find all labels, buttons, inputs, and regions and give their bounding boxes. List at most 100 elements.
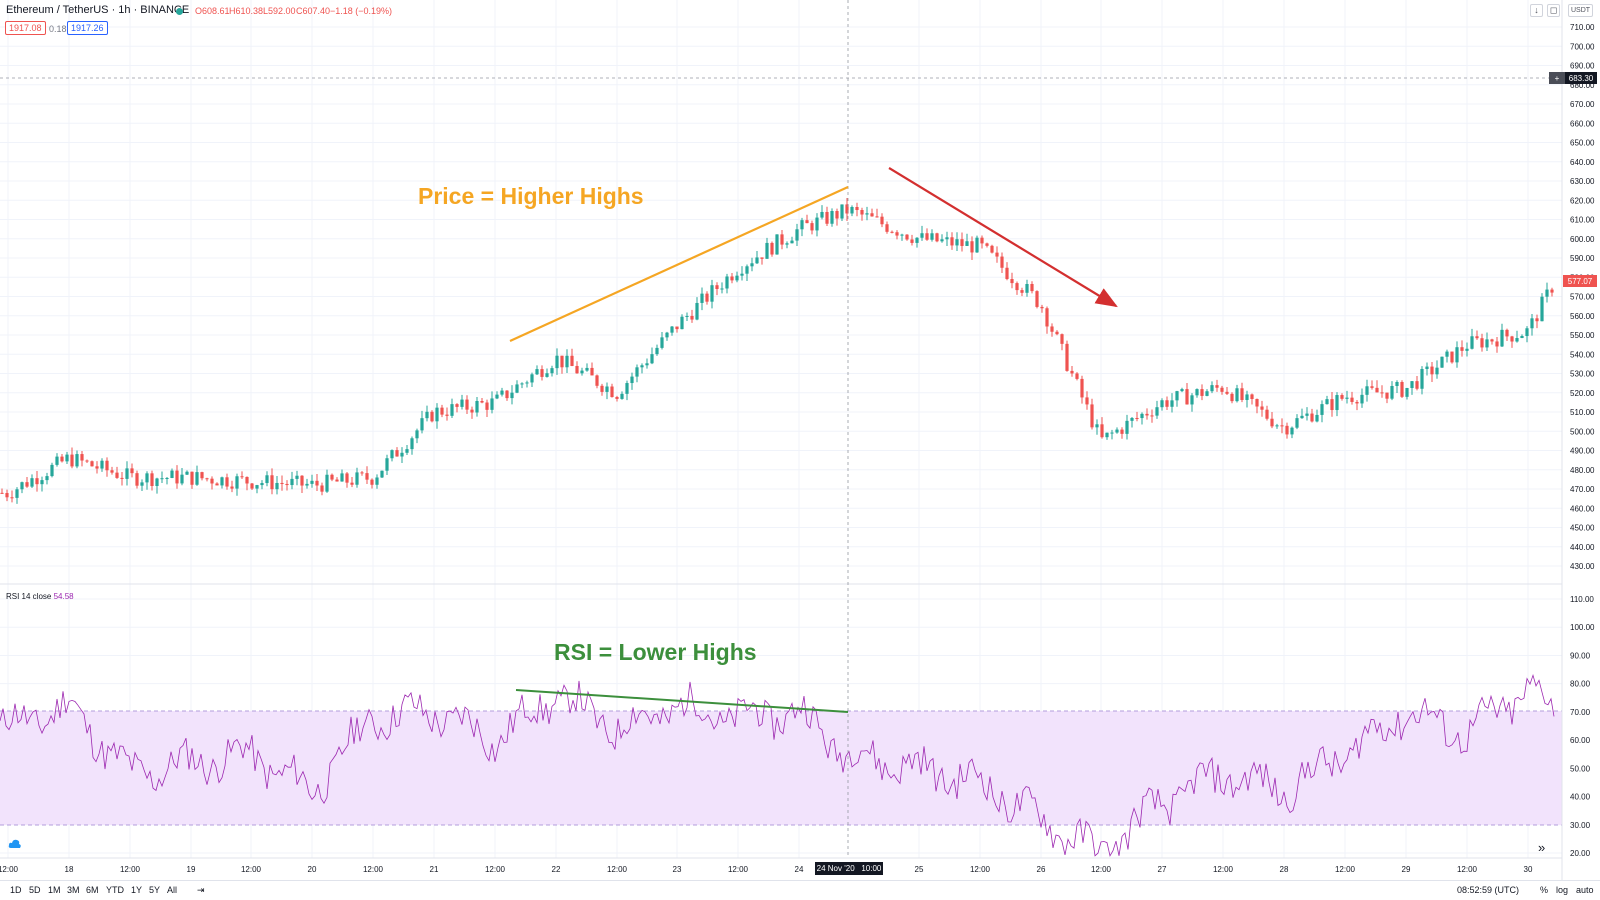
tf-6m[interactable]: 6M (86, 885, 99, 895)
candle-body (1165, 400, 1169, 407)
candle-body (295, 475, 299, 479)
candle-body (670, 326, 674, 333)
candle-body (165, 477, 169, 479)
candle-body (210, 478, 214, 484)
price-tick-label: 660.00 (1570, 119, 1595, 128)
crosshair-price-value: 683.30 (1569, 74, 1594, 83)
rsi-legend[interactable]: RSI 14 close 54.58 (6, 592, 74, 601)
tf-1d[interactable]: 1D (10, 885, 22, 895)
rsi-tick-label: 60.00 (1570, 736, 1591, 745)
candle-body (780, 234, 784, 245)
scroll-right-icon[interactable]: » (1538, 840, 1546, 855)
candle-body (995, 252, 999, 257)
auto-toggle[interactable]: auto (1576, 885, 1594, 895)
tf-all[interactable]: All (167, 885, 178, 895)
candle-body (390, 450, 394, 459)
percent-toggle[interactable]: % (1540, 885, 1549, 895)
candle-body (105, 460, 109, 471)
tf-5y[interactable]: 5Y (149, 885, 161, 895)
candle-body (1360, 394, 1364, 404)
buy-price-button[interactable]: 1917.26 (67, 21, 108, 35)
candle-body (1270, 418, 1274, 427)
tf-1m[interactable]: 1M (48, 885, 61, 895)
candle-body (600, 385, 604, 392)
candle-body (90, 461, 94, 467)
price-tick-label: 520.00 (1570, 389, 1595, 398)
candle-body (1155, 407, 1159, 416)
clock-time[interactable]: 08:52:59 (UTC) (1457, 885, 1520, 895)
candle-body (745, 266, 749, 274)
candle-body (1240, 388, 1244, 400)
candle-body (1040, 306, 1044, 309)
price-annotation[interactable]: Price = Higher Highs (418, 183, 644, 209)
rsi-legend-value: 54.58 (53, 592, 74, 601)
candle-body (585, 367, 589, 371)
candle-body (1340, 395, 1344, 399)
candle-body (1475, 336, 1479, 339)
log-toggle[interactable]: log (1556, 885, 1569, 895)
candle-body (865, 213, 869, 215)
candle-body (425, 411, 429, 419)
candle-body (535, 369, 539, 375)
candle-body (1425, 366, 1429, 369)
time-axis: 12:00 18 12:00 19 12:00 20 12:00 21 12:00 22 12:00… (0, 865, 1533, 874)
time-tick-label: 30 (1524, 865, 1533, 874)
candle-body (225, 477, 229, 487)
candle-body (1175, 391, 1179, 401)
candle-body (970, 241, 974, 253)
tf-3m[interactable]: 3M (67, 885, 80, 895)
candle-body (665, 332, 669, 338)
sell-price-button[interactable]: 1917.08 (5, 21, 46, 35)
symbol-title[interactable]: Ethereum / TetherUS · 1h · BINANCE (6, 4, 190, 16)
candle-body (940, 239, 944, 242)
candle-body (1430, 366, 1434, 375)
candle-body (405, 449, 409, 453)
candle-body (1335, 395, 1339, 411)
downtrend-arrow[interactable] (888, 167, 1118, 308)
price-tick-label: 670.00 (1570, 100, 1595, 109)
tf-5d[interactable]: 5D (29, 885, 41, 895)
candle-body (470, 409, 474, 413)
candle-body (770, 242, 774, 255)
rsi-tick-label: 50.00 (1570, 764, 1591, 773)
candle-body (735, 275, 739, 281)
price-trendline[interactable] (509, 185, 849, 343)
time-tick-label: 12:00 (970, 865, 991, 874)
candle-body (1300, 415, 1304, 419)
price-tick-label: 510.00 (1570, 408, 1595, 417)
cloud-icon[interactable] (8, 838, 22, 850)
candle-body (1265, 409, 1269, 419)
candle-body (1550, 289, 1554, 293)
download-icon[interactable]: ↓ (1530, 4, 1543, 17)
candle-body (1410, 381, 1414, 389)
price-tick-label: 480.00 (1570, 466, 1595, 475)
tf-1y[interactable]: 1Y (131, 885, 143, 895)
rsi-trendline[interactable] (515, 689, 849, 713)
price-tick-label: 460.00 (1570, 504, 1595, 513)
tf-ytd[interactable]: YTD (106, 885, 124, 895)
candle-body (830, 211, 834, 224)
candle-body (150, 473, 154, 486)
candle-body (395, 450, 399, 457)
crosshair-price-tag: + 683.30 (1549, 72, 1597, 84)
candle-body (245, 476, 249, 484)
candle-body (40, 480, 44, 485)
price-tick-label: 540.00 (1570, 350, 1595, 359)
candle-body (485, 402, 489, 410)
candle-body (785, 243, 789, 245)
screenshot-icon[interactable]: ◻ (1547, 4, 1560, 17)
candle-body (370, 479, 374, 485)
candle-body (500, 390, 504, 395)
candle-body (360, 472, 364, 474)
candle-body (1105, 432, 1109, 438)
candle-body (1355, 401, 1359, 404)
rsi-annotation[interactable]: RSI = Lower Highs (554, 639, 757, 665)
candle-body (1455, 347, 1459, 363)
candle-body (1030, 283, 1034, 292)
currency-tag[interactable]: USDT (1568, 4, 1594, 17)
goto-date-icon[interactable]: ⇥ (197, 885, 205, 895)
time-tick-label: 29 (1402, 865, 1411, 874)
candle-body (30, 478, 34, 487)
candle-body (135, 473, 139, 486)
